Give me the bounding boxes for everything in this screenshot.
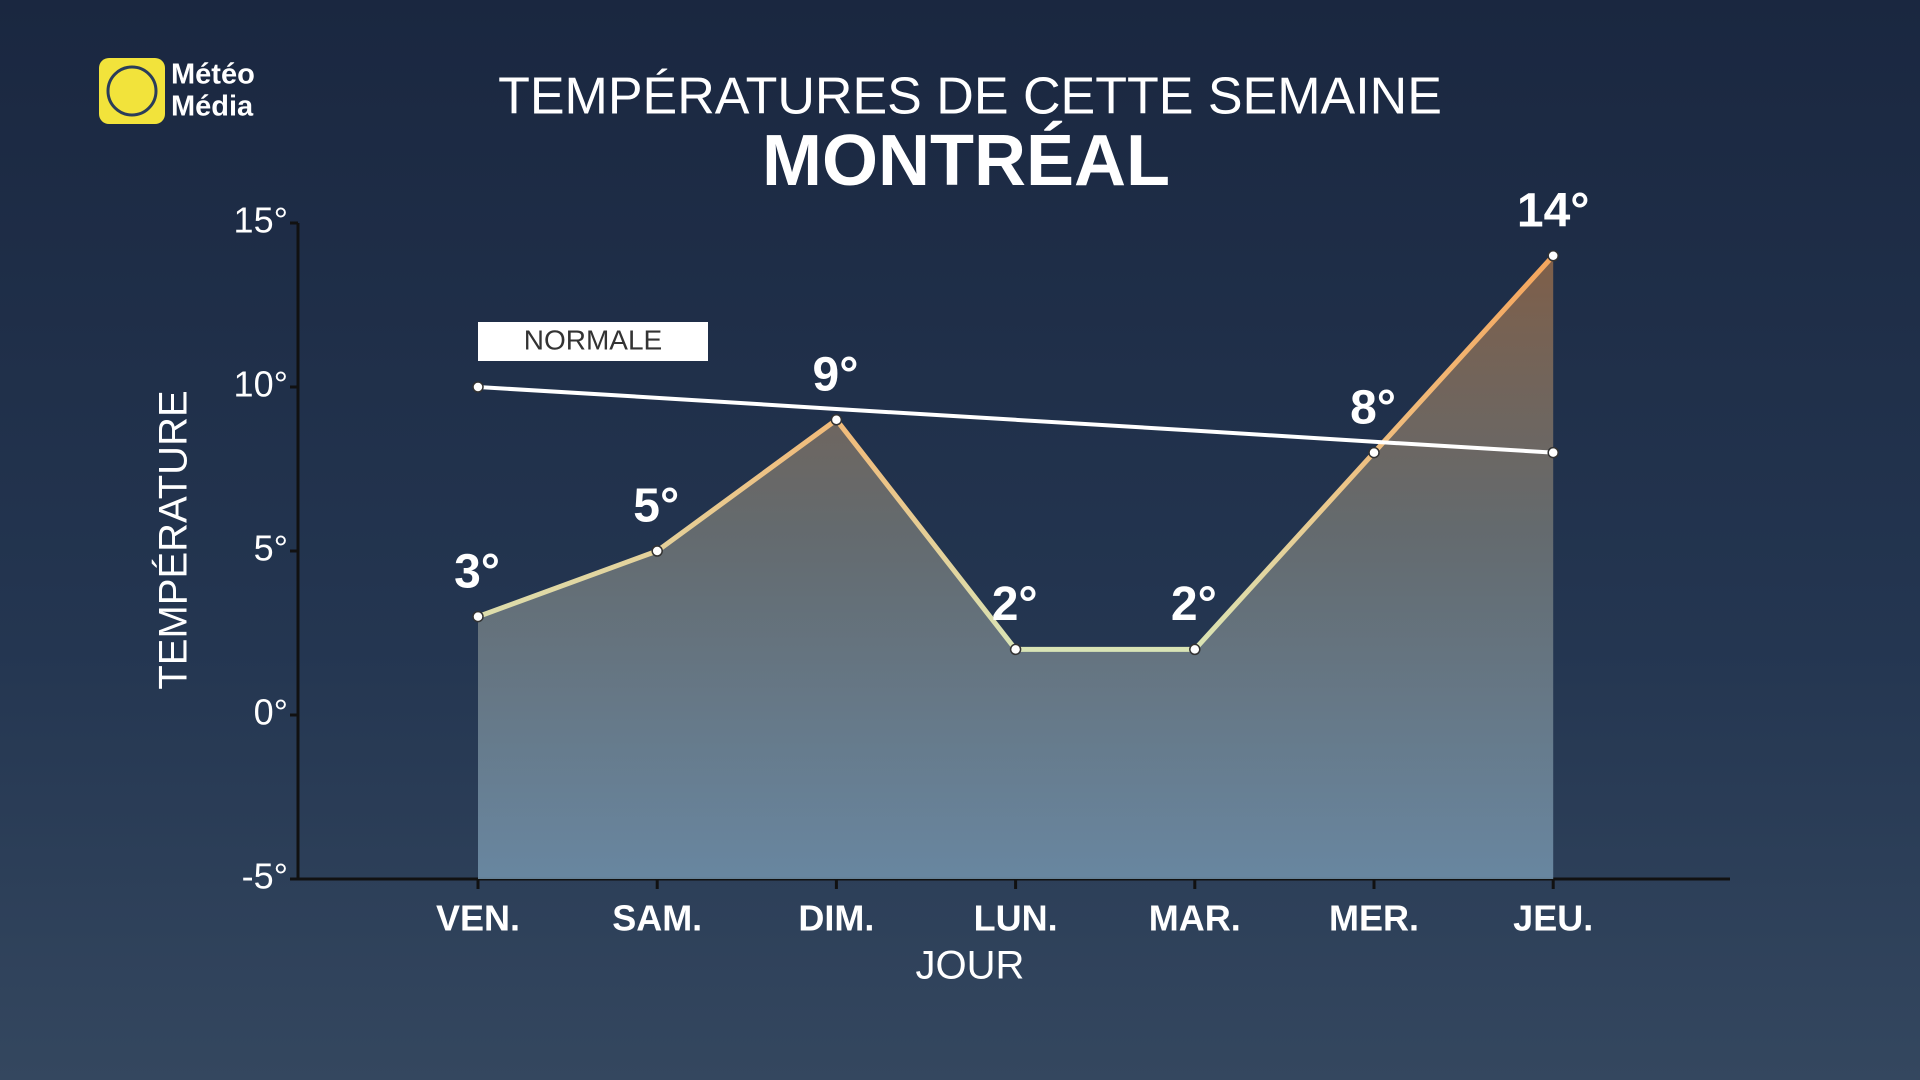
point <box>651 545 663 557</box>
x-tick-label: DIM. <box>798 898 874 939</box>
point <box>1547 250 1559 262</box>
logo-text: Météo <box>171 59 255 91</box>
point <box>1368 446 1380 459</box>
logo: Météo Média <box>99 58 255 124</box>
x-tick-label: VEN. <box>436 898 520 939</box>
x-tick-label: JEU. <box>1513 898 1593 939</box>
point <box>1189 643 1201 656</box>
data-label: 8° <box>1350 381 1396 434</box>
normal-line <box>477 385 1554 455</box>
data-label: 9° <box>813 348 859 401</box>
y-tick-label: 0° <box>254 692 288 733</box>
data-label: 14° <box>1517 184 1590 237</box>
data-label: 2° <box>1171 578 1217 631</box>
y-tick-label: -5° <box>242 856 288 897</box>
x-axis-label: JOUR <box>916 944 1025 988</box>
point <box>472 610 484 623</box>
x-tick-label: MAR. <box>1149 898 1241 939</box>
chart-title: TEMPÉRATURES DE CETTE SEMAINE <box>498 68 1442 126</box>
data-label: 5° <box>633 480 679 533</box>
y-tick-label: 5° <box>254 528 288 569</box>
logo-text: Média <box>171 91 254 123</box>
y-tick-label: 10° <box>234 364 288 405</box>
x-tick-label: MER. <box>1329 898 1419 939</box>
point <box>830 414 843 426</box>
point <box>1009 643 1022 656</box>
area <box>478 255 1554 880</box>
data-label: 2° <box>992 578 1038 631</box>
normal-point <box>1547 446 1559 459</box>
x-tick-label: SAM. <box>612 898 702 939</box>
data-label: 3° <box>454 545 500 598</box>
logo-globe <box>106 65 158 117</box>
x-tick-label: LUN. <box>974 898 1058 939</box>
normal-point <box>472 381 484 393</box>
legend-box <box>478 322 708 361</box>
legend-label: NORMALE <box>524 324 662 355</box>
chart-subtitle: MONTRÉAL <box>762 121 1170 201</box>
y-tick-label: 15° <box>234 200 288 241</box>
y-axis-label: TEMPÉRATURE <box>151 390 196 689</box>
